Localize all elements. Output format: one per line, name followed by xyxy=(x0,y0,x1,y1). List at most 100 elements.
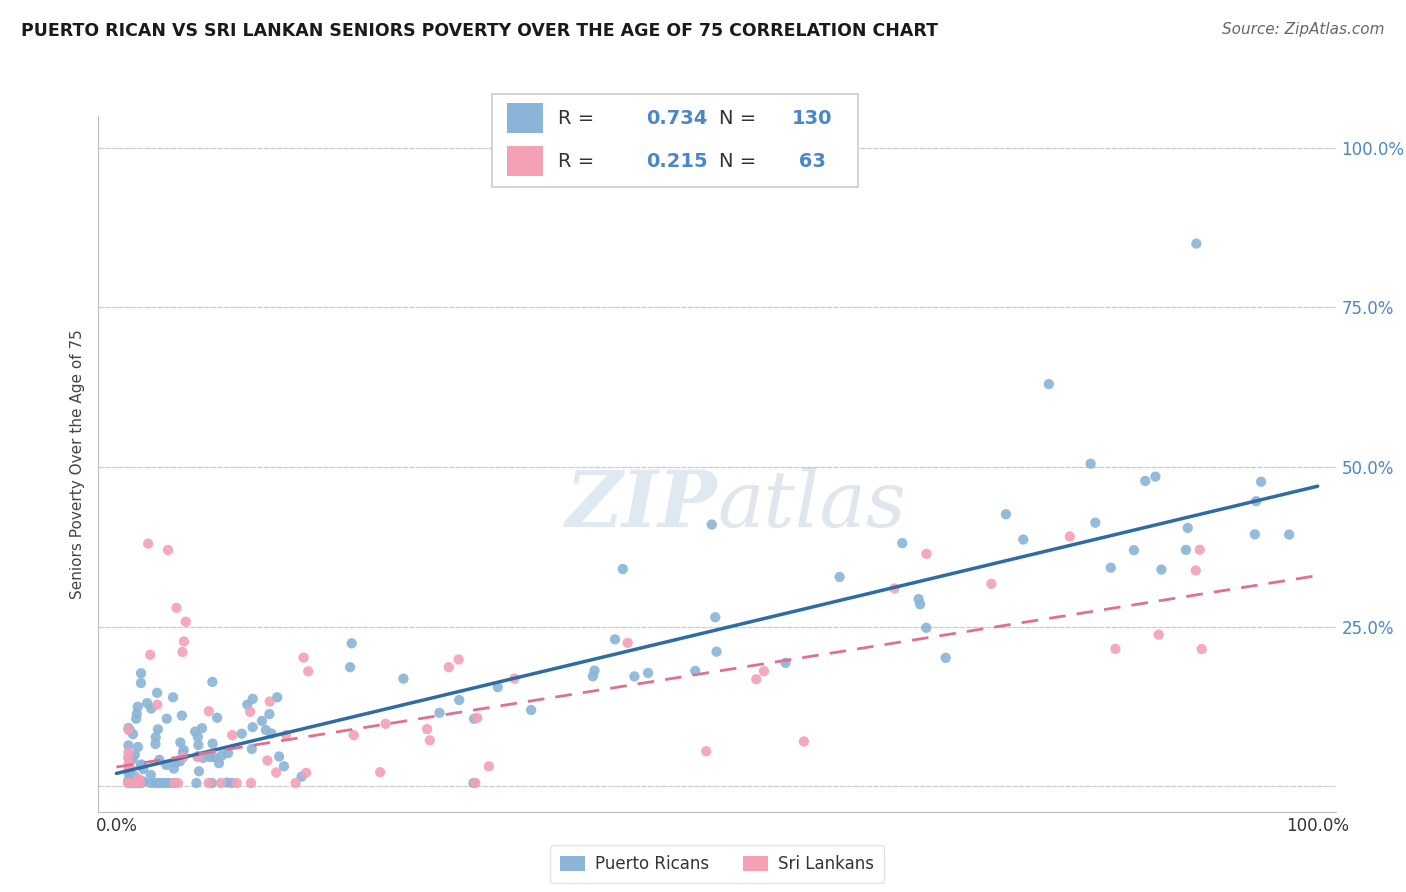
Point xyxy=(447,652,470,666)
Point xyxy=(173,743,195,757)
Point xyxy=(1184,564,1206,578)
Point xyxy=(1174,542,1197,557)
Point xyxy=(125,706,148,721)
Point xyxy=(242,720,264,734)
Point xyxy=(256,754,278,768)
Point xyxy=(146,723,169,737)
Y-axis label: Seniors Poverty Over the Age of 75: Seniors Poverty Over the Age of 75 xyxy=(70,329,86,599)
Point xyxy=(187,730,209,744)
Point xyxy=(623,669,645,683)
Point xyxy=(191,751,214,765)
Point xyxy=(915,621,938,635)
Point xyxy=(793,734,815,748)
Point xyxy=(1080,457,1102,471)
Point xyxy=(146,686,169,700)
Point xyxy=(465,711,488,725)
Point xyxy=(145,737,167,751)
Point xyxy=(136,696,159,710)
Point xyxy=(118,776,141,790)
Point xyxy=(156,776,179,790)
Text: Source: ZipAtlas.com: Source: ZipAtlas.com xyxy=(1222,22,1385,37)
Point xyxy=(132,774,155,789)
Point xyxy=(117,723,139,737)
Point xyxy=(174,615,197,629)
Point xyxy=(124,776,146,790)
Text: 130: 130 xyxy=(792,110,832,128)
Point xyxy=(165,756,187,770)
Point xyxy=(295,765,318,780)
Point xyxy=(128,772,150,786)
Point xyxy=(464,776,486,790)
Text: PUERTO RICAN VS SRI LANKAN SENIORS POVERTY OVER THE AGE OF 75 CORRELATION CHART: PUERTO RICAN VS SRI LANKAN SENIORS POVER… xyxy=(21,22,938,40)
Point xyxy=(883,582,905,596)
Point xyxy=(1244,494,1267,508)
Point xyxy=(236,698,259,712)
Point xyxy=(259,707,281,722)
Point xyxy=(616,636,638,650)
Point xyxy=(124,776,146,790)
Point xyxy=(290,770,312,784)
Point xyxy=(117,772,139,787)
Point xyxy=(205,711,228,725)
Point xyxy=(240,742,263,756)
Point xyxy=(486,680,509,694)
Point xyxy=(145,731,167,745)
Point xyxy=(169,754,191,768)
Point xyxy=(202,750,225,764)
FancyBboxPatch shape xyxy=(492,94,858,187)
Text: atlas: atlas xyxy=(717,467,905,544)
Point xyxy=(1059,529,1081,543)
Point xyxy=(129,759,152,773)
Point xyxy=(980,577,1002,591)
Point xyxy=(915,547,938,561)
Point xyxy=(1099,560,1122,574)
Point xyxy=(163,776,186,790)
Point xyxy=(201,776,224,790)
Point xyxy=(188,764,211,779)
Point xyxy=(752,664,775,678)
Point xyxy=(139,776,162,790)
Point xyxy=(221,728,243,742)
Point xyxy=(520,703,543,717)
Point xyxy=(127,739,149,754)
Point xyxy=(211,748,233,763)
Text: N =: N = xyxy=(718,152,756,170)
Point xyxy=(117,750,139,764)
Point xyxy=(121,776,143,790)
Point xyxy=(745,672,768,686)
Point xyxy=(136,536,159,550)
Point xyxy=(1191,642,1213,657)
Point xyxy=(935,650,957,665)
Point xyxy=(127,699,149,714)
Point xyxy=(583,664,606,678)
Text: 0.215: 0.215 xyxy=(645,152,707,170)
Point xyxy=(187,738,209,752)
Point xyxy=(152,776,174,790)
Point xyxy=(172,750,194,764)
Point xyxy=(259,694,281,708)
Point xyxy=(368,765,391,780)
Point xyxy=(264,765,287,780)
Point xyxy=(198,704,221,718)
Point xyxy=(343,728,366,742)
Point xyxy=(907,592,929,607)
Point xyxy=(198,750,221,764)
Text: R =: R = xyxy=(558,152,595,170)
Point xyxy=(994,508,1017,522)
Point xyxy=(221,776,243,790)
Point xyxy=(209,776,232,790)
Point xyxy=(828,570,851,584)
Point xyxy=(419,733,441,747)
Point xyxy=(166,600,188,615)
Point xyxy=(129,776,152,790)
Point xyxy=(117,760,139,774)
Point xyxy=(260,726,283,740)
Point xyxy=(1135,474,1157,488)
Point xyxy=(148,753,170,767)
Point xyxy=(478,759,501,773)
Point xyxy=(706,645,728,659)
Point xyxy=(139,768,162,782)
Point xyxy=(129,666,152,681)
Point xyxy=(1123,543,1146,558)
Point xyxy=(117,765,139,780)
